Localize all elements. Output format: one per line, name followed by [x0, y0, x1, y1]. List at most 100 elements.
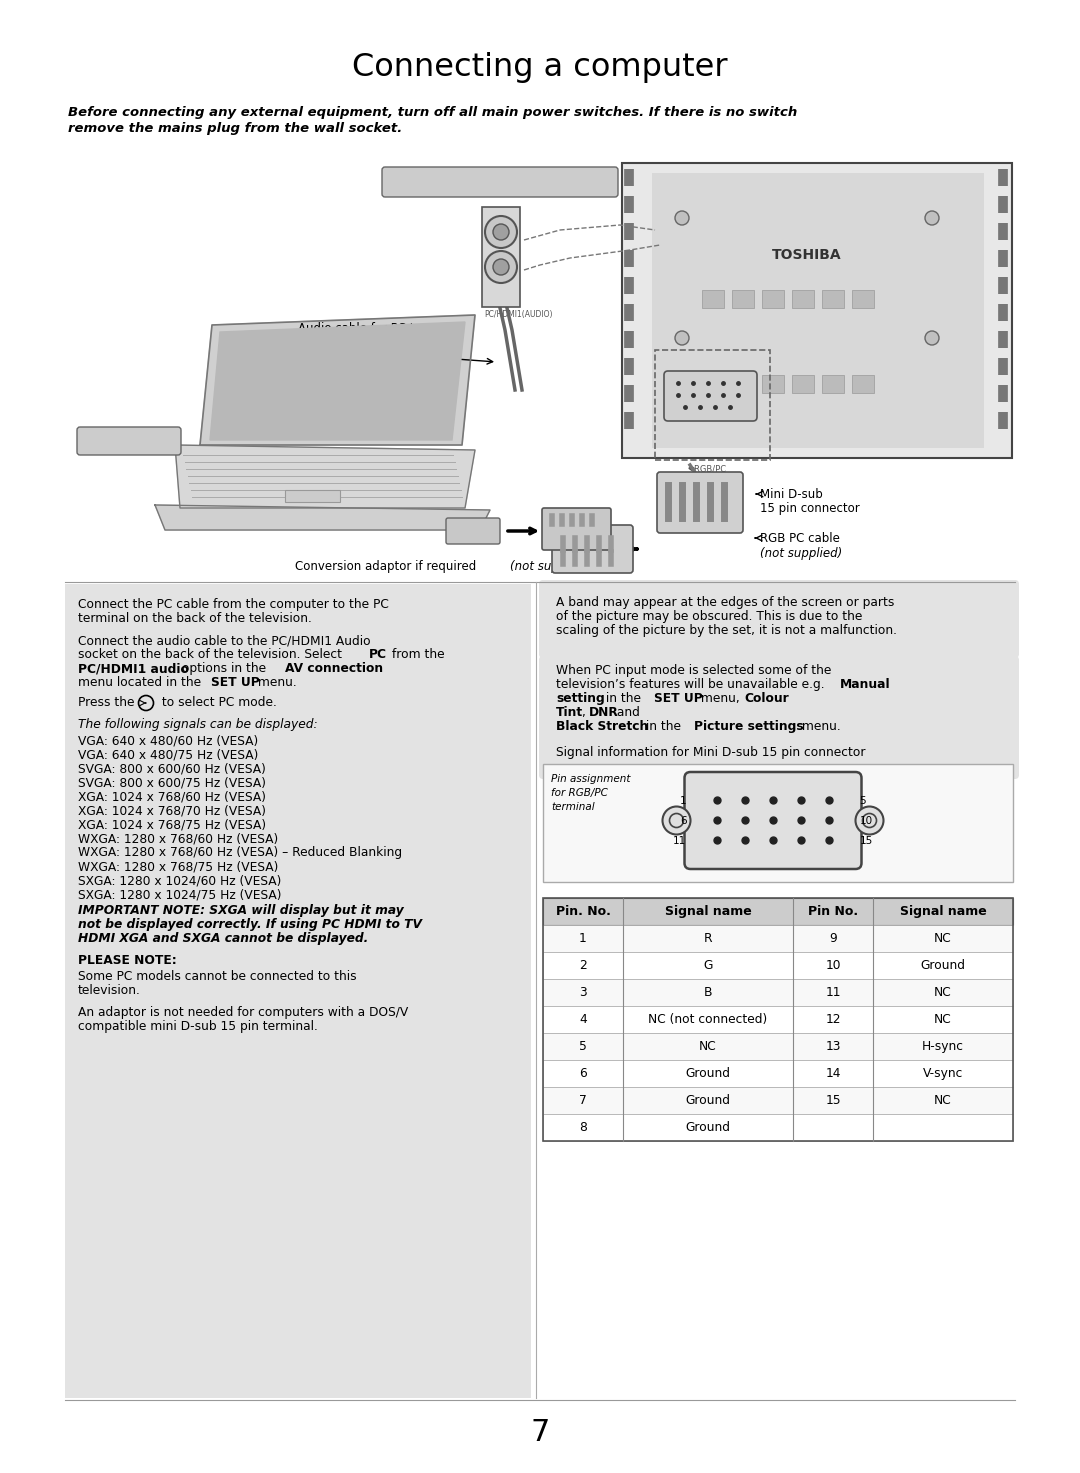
Bar — [792, 376, 814, 393]
Text: Audio cable for PC to: Audio cable for PC to — [298, 323, 421, 334]
Text: menu located in the: menu located in the — [78, 676, 205, 689]
Text: 1: 1 — [579, 932, 586, 946]
FancyBboxPatch shape — [657, 471, 743, 533]
Text: VGA: 640 x 480/75 Hz (VESA): VGA: 640 x 480/75 Hz (VESA) — [78, 748, 258, 762]
Text: menu.: menu. — [254, 676, 297, 689]
Bar — [792, 290, 814, 308]
Text: ,: , — [582, 706, 590, 719]
Text: SVGA: 800 x 600/75 Hz (VESA): SVGA: 800 x 600/75 Hz (VESA) — [78, 776, 266, 790]
FancyBboxPatch shape — [685, 772, 862, 869]
Text: Black Stretch: Black Stretch — [556, 720, 648, 734]
Text: B: B — [704, 985, 712, 999]
FancyBboxPatch shape — [664, 371, 757, 421]
Text: SXGA: 1280 x 1024/75 Hz (VESA): SXGA: 1280 x 1024/75 Hz (VESA) — [78, 888, 282, 901]
Text: 7: 7 — [579, 1094, 586, 1108]
Text: NC (not connected): NC (not connected) — [648, 1013, 768, 1027]
Bar — [702, 376, 724, 393]
Bar — [543, 1087, 1013, 1114]
Circle shape — [924, 211, 939, 225]
Text: terminal on the back of the television.: terminal on the back of the television. — [78, 611, 312, 625]
Text: from the: from the — [388, 648, 445, 661]
Text: scaling of the picture by the set, it is not a malfunction.: scaling of the picture by the set, it is… — [556, 625, 897, 636]
FancyBboxPatch shape — [382, 166, 618, 197]
Text: Pin assignment: Pin assignment — [551, 773, 631, 784]
Text: 6: 6 — [680, 816, 687, 826]
Text: 15: 15 — [825, 1094, 841, 1108]
Text: Ground: Ground — [686, 1094, 730, 1108]
Bar — [543, 952, 1013, 980]
Text: A band may appear at the edges of the screen or parts: A band may appear at the edges of the sc… — [556, 597, 894, 608]
Polygon shape — [156, 505, 490, 530]
Text: PC/HDMI1(AUDIO): PC/HDMI1(AUDIO) — [484, 309, 553, 320]
Bar — [482, 208, 519, 306]
Bar — [622, 164, 1012, 458]
Polygon shape — [200, 315, 475, 445]
Text: SXGA: 1280 x 1024/60 Hz (VESA): SXGA: 1280 x 1024/60 Hz (VESA) — [78, 873, 282, 887]
Text: SVGA: 800 x 600/60 Hz (VESA): SVGA: 800 x 600/60 Hz (VESA) — [78, 762, 266, 775]
Text: XGA: 1024 x 768/75 Hz (VESA): XGA: 1024 x 768/75 Hz (VESA) — [78, 818, 266, 831]
Text: Ground: Ground — [686, 1121, 730, 1134]
Bar — [652, 172, 984, 448]
Text: Connect the audio cable to the PC/HDMI1 Audio: Connect the audio cable to the PC/HDMI1 … — [78, 633, 370, 647]
Text: not be displayed correctly. If using PC HDMI to TV: not be displayed correctly. If using PC … — [78, 918, 422, 931]
Circle shape — [492, 224, 509, 240]
FancyBboxPatch shape — [446, 518, 500, 544]
Bar — [543, 1033, 1013, 1061]
Text: 10: 10 — [860, 816, 873, 826]
FancyBboxPatch shape — [552, 524, 633, 573]
Text: television.: television. — [78, 984, 140, 997]
Bar — [762, 290, 784, 308]
Text: NC: NC — [934, 932, 951, 946]
Text: TOSHIBA: TOSHIBA — [772, 247, 841, 262]
Text: G: G — [703, 959, 713, 972]
Bar — [543, 764, 1013, 882]
Text: 11: 11 — [825, 985, 840, 999]
Text: Ground: Ground — [686, 1066, 730, 1080]
Text: WXGA: 1280 x 768/60 Hz (VESA): WXGA: 1280 x 768/60 Hz (VESA) — [78, 832, 279, 846]
Circle shape — [855, 807, 883, 835]
Text: Manual: Manual — [840, 678, 891, 691]
Text: WXGA: 1280 x 768/60 Hz (VESA) – Reduced Blanking: WXGA: 1280 x 768/60 Hz (VESA) – Reduced … — [78, 846, 402, 859]
Text: Pin No.: Pin No. — [808, 904, 859, 918]
Text: 1: 1 — [680, 795, 687, 806]
Bar — [822, 290, 843, 308]
Text: RGB PC cable: RGB PC cable — [760, 532, 840, 545]
Circle shape — [675, 211, 689, 225]
Text: Before connecting any external equipment, turn off all main power switches. If t: Before connecting any external equipment… — [68, 106, 797, 119]
Text: PC: PC — [369, 648, 387, 661]
Text: 7: 7 — [530, 1418, 550, 1446]
Text: XGA: 1024 x 768/70 Hz (VESA): XGA: 1024 x 768/70 Hz (VESA) — [78, 804, 266, 818]
Bar — [654, 351, 770, 460]
Text: to select PC mode.: to select PC mode. — [158, 697, 276, 709]
Text: menu.: menu. — [798, 720, 840, 734]
FancyBboxPatch shape — [77, 427, 181, 455]
Text: Ground: Ground — [920, 959, 966, 972]
Circle shape — [924, 331, 939, 345]
Text: Press the: Press the — [78, 697, 138, 709]
FancyBboxPatch shape — [539, 580, 1020, 658]
Bar — [543, 925, 1013, 952]
Text: NC: NC — [699, 1040, 717, 1053]
Text: setting: setting — [556, 692, 605, 706]
Text: Conversion adaptor if required: Conversion adaptor if required — [295, 560, 480, 573]
Text: R: R — [704, 932, 712, 946]
Text: 15 pin connector: 15 pin connector — [760, 502, 860, 516]
Circle shape — [485, 250, 517, 283]
Text: terminal: terminal — [551, 801, 595, 812]
Bar — [285, 491, 340, 502]
Text: 4: 4 — [579, 1013, 586, 1027]
Text: 8: 8 — [579, 1121, 586, 1134]
Bar — [543, 1061, 1013, 1087]
Text: AV connection: AV connection — [285, 661, 383, 675]
Bar — [702, 290, 724, 308]
Text: remove the mains plug from the wall socket.: remove the mains plug from the wall sock… — [68, 122, 402, 136]
Text: (not supplied): (not supplied) — [298, 352, 380, 365]
Text: 10: 10 — [825, 959, 840, 972]
Text: Colour: Colour — [744, 692, 788, 706]
Text: Computer: Computer — [98, 435, 160, 446]
Text: VGA: 640 x 480/60 Hz (VESA): VGA: 640 x 480/60 Hz (VESA) — [78, 734, 258, 747]
Text: for RGB/PC: for RGB/PC — [551, 788, 608, 798]
Bar — [543, 899, 1013, 925]
Polygon shape — [175, 445, 475, 508]
Text: 9: 9 — [829, 932, 837, 946]
